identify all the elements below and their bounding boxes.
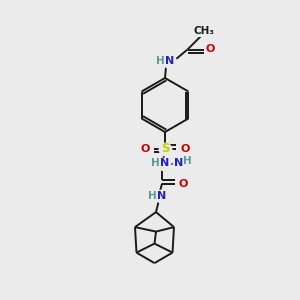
Text: S: S <box>161 142 169 155</box>
Text: O: O <box>206 44 215 55</box>
Text: O: O <box>178 178 188 189</box>
Text: H: H <box>155 56 164 67</box>
Text: N: N <box>174 158 183 169</box>
Text: CH₃: CH₃ <box>194 26 214 36</box>
Text: H: H <box>148 190 157 201</box>
Text: H: H <box>182 156 191 166</box>
Text: O: O <box>180 143 190 154</box>
Text: N: N <box>157 190 166 201</box>
Text: N: N <box>166 56 175 67</box>
Text: N: N <box>160 158 169 169</box>
Text: O: O <box>140 143 150 154</box>
Text: H: H <box>151 158 160 169</box>
